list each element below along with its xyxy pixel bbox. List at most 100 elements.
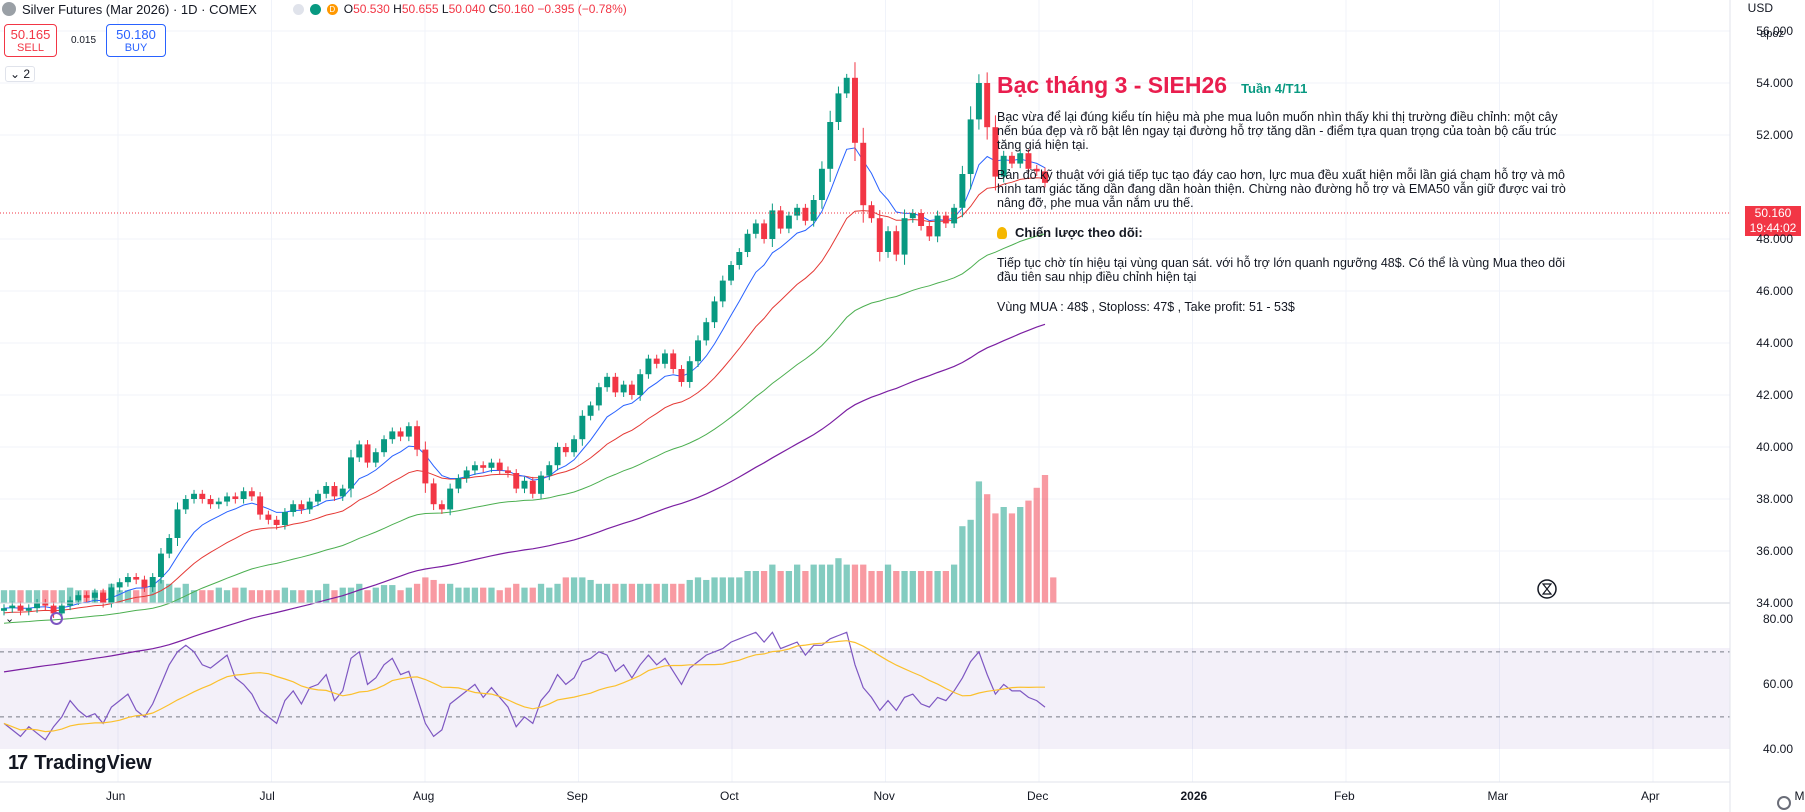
- candle: [207, 495, 214, 509]
- candle-body: [166, 538, 173, 554]
- candle-body: [686, 361, 693, 382]
- volume-bar: [529, 587, 536, 603]
- indicator-collapse-button[interactable]: ⌄ 2: [5, 66, 36, 82]
- candle: [248, 487, 255, 501]
- candle: [422, 441, 429, 493]
- volume-bar: [58, 590, 65, 603]
- volume-bar: [1017, 507, 1024, 603]
- note-title: Bạc tháng 3 - SIEH26: [997, 72, 1228, 98]
- candle: [653, 354, 660, 369]
- sell-button[interactable]: 50.165 SELL: [4, 24, 57, 57]
- candle-body: [719, 280, 726, 302]
- candle: [579, 410, 586, 446]
- candle-body: [885, 231, 891, 252]
- volume-bar: [256, 590, 264, 603]
- volume-bar: [595, 583, 602, 603]
- candle-body: [876, 218, 883, 252]
- candle: [975, 74, 982, 130]
- volume-bar: [992, 513, 999, 603]
- candle-body: [843, 77, 850, 94]
- price-axis-label: 48.000: [1756, 232, 1793, 246]
- tradingview-logo[interactable]: 17 TradingView: [8, 752, 152, 774]
- symbol-logo-icon: [2, 2, 16, 16]
- volume-bar: [909, 571, 916, 603]
- candle-body: [199, 493, 206, 499]
- volume-bar: [182, 583, 189, 603]
- scale-mode-toggle[interactable]: apoz: [1760, 28, 1784, 40]
- candle-body: [430, 483, 437, 505]
- candle: [455, 474, 462, 494]
- candle: [240, 487, 247, 504]
- symbol-title[interactable]: Silver Futures (Mar 2026) · 1D · COMEX: [22, 1, 257, 17]
- candle-body: [868, 205, 875, 219]
- volume-bar: [967, 519, 974, 603]
- candle: [984, 72, 991, 140]
- currency-selector[interactable]: USD: [1747, 1, 1773, 15]
- volume-bar: [223, 590, 231, 603]
- volume-bar: [306, 590, 313, 603]
- candle-body: [75, 595, 82, 601]
- candle: [83, 591, 90, 603]
- candle: [595, 382, 602, 411]
- candle-body: [538, 475, 544, 494]
- candle-body: [802, 207, 809, 221]
- volume-bar: [959, 526, 966, 603]
- volume-bar: [794, 564, 801, 603]
- candle-body: [546, 465, 553, 476]
- candle: [116, 578, 123, 592]
- candle-body: [182, 499, 189, 510]
- gear-icon[interactable]: [1777, 796, 1791, 810]
- price-axis-label: 44.000: [1756, 336, 1793, 350]
- candle: [314, 489, 321, 507]
- candle-body: [50, 605, 57, 614]
- candle-body: [257, 496, 264, 515]
- candle-body: [909, 213, 916, 219]
- volume-bar: [637, 583, 644, 603]
- refresh-icon[interactable]: [50, 612, 63, 625]
- candle-body: [381, 439, 388, 453]
- volume-bar: [265, 590, 272, 603]
- rsi-band: [0, 648, 1730, 749]
- volume-bar: [504, 587, 512, 603]
- candle: [199, 489, 206, 504]
- candle: [372, 448, 379, 468]
- analysis-note[interactable]: Bạc tháng 3 - SIEH26 Tuần 4/T11 Bạc vừa đ…: [997, 72, 1577, 330]
- rsi-line: [3, 631, 1046, 741]
- candle: [777, 206, 784, 234]
- buy-button[interactable]: 50.180 BUY: [106, 24, 166, 57]
- candle-body: [1000, 155, 1007, 177]
- candle: [505, 466, 511, 478]
- volume-bar: [480, 587, 487, 603]
- candle: [224, 492, 231, 507]
- candle-body: [58, 605, 65, 614]
- candle-body: [298, 504, 305, 510]
- volume-bar: [455, 587, 462, 603]
- candle-body: [339, 488, 346, 497]
- price-axis-label: 38.000: [1756, 492, 1793, 506]
- volume-bar: [884, 564, 892, 603]
- time-axis-label: Jun: [106, 789, 126, 803]
- candle: [265, 510, 272, 525]
- candle: [620, 380, 627, 397]
- candle: [339, 484, 346, 501]
- volume-bar: [463, 587, 470, 603]
- rsi-collapse-toggle[interactable]: ⌄: [5, 613, 15, 625]
- candle-body: [959, 174, 966, 208]
- candle-body: [174, 509, 181, 538]
- time-axis-label: Feb: [1334, 789, 1355, 803]
- volume-bar: [521, 587, 528, 603]
- price-axis-label: 40.000: [1756, 440, 1793, 454]
- candle-body: [100, 592, 107, 603]
- tradingview-mark-icon: 17: [8, 752, 28, 774]
- candle: [852, 62, 858, 161]
- volume-bar: [33, 590, 41, 603]
- visibility-eye-icon[interactable]: [292, 3, 304, 15]
- volume-bar: [364, 590, 371, 603]
- note-paragraph-2: Bản đồ kỹ thuật với giá tiếp tục tạo đáy…: [997, 168, 1566, 210]
- ohlc-values: O50.530 H50.655 L50.040 C50.160 −0.395 (…: [343, 2, 627, 16]
- rsi-ma-line: [3, 640, 1045, 733]
- volume-bar: [628, 583, 636, 603]
- candle: [381, 435, 388, 457]
- candle: [348, 449, 354, 498]
